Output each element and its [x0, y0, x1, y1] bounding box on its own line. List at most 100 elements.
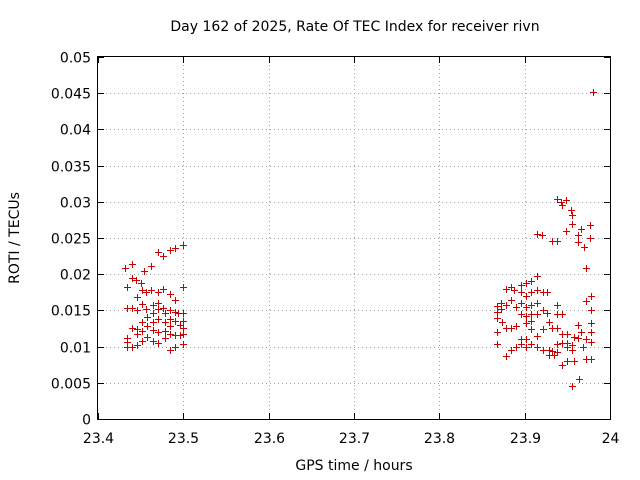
data-point	[544, 289, 551, 296]
data-point	[494, 329, 501, 336]
data-point	[523, 320, 530, 327]
data-point	[144, 314, 151, 321]
data-point	[494, 341, 501, 348]
data-point	[180, 284, 187, 291]
data-point	[180, 318, 187, 325]
data-point	[534, 333, 541, 340]
y-axis-ticks: 0 0.005 0.01 0.015 0.02 0.025 0.03 0.035 0.04 0.0…	[51, 51, 610, 429]
data-point	[139, 338, 146, 345]
data-point	[167, 316, 174, 323]
data-point	[155, 329, 162, 336]
y-tick-label: 0	[82, 413, 91, 429]
data-point	[549, 348, 556, 355]
data-point	[518, 282, 525, 289]
data-point	[494, 309, 501, 316]
data-point	[503, 302, 510, 309]
data-point	[180, 331, 187, 338]
y-tick-label: 0.045	[51, 87, 91, 103]
data-point	[498, 300, 505, 307]
data-point	[528, 302, 535, 309]
data-point	[150, 302, 157, 309]
chart-title: Day 162 of 2025, Rate Of TEC Index for r…	[170, 19, 539, 35]
data-point	[528, 289, 535, 296]
data-point	[155, 316, 162, 323]
data-point	[148, 287, 155, 294]
data-point	[588, 320, 595, 327]
data-point	[494, 315, 501, 322]
data-point	[160, 305, 167, 312]
data-point	[576, 376, 583, 383]
data-point	[155, 249, 162, 256]
data-point	[518, 311, 525, 318]
data-point	[503, 286, 510, 293]
data-point	[122, 265, 129, 272]
data-point	[167, 323, 174, 330]
data-point	[523, 304, 530, 311]
data-point	[569, 221, 576, 228]
data-point	[134, 331, 141, 338]
data-point	[172, 297, 179, 304]
data-point	[177, 322, 184, 329]
x-axis-label: GPS time / hours	[295, 458, 412, 474]
data-point	[580, 344, 587, 351]
y-axis-label: ROTI / TECUs	[7, 192, 23, 284]
data-point	[160, 253, 167, 260]
data-point	[511, 287, 518, 294]
data-point	[518, 289, 525, 296]
x-tick-label: 23.8	[424, 431, 455, 447]
data-point	[568, 207, 575, 214]
data-point	[155, 289, 162, 296]
data-point	[513, 323, 520, 330]
data-point	[528, 326, 535, 333]
data-point	[180, 341, 187, 348]
x-tick-label: 23.4	[83, 431, 114, 447]
data-point	[499, 319, 506, 326]
data-point	[559, 362, 566, 369]
data-point	[180, 242, 187, 249]
data-point	[134, 307, 141, 314]
data-point	[508, 325, 515, 332]
data-point	[150, 319, 157, 326]
data-point	[129, 275, 136, 282]
y-tick-label: 0.005	[51, 377, 91, 393]
y-tick-label: 0.025	[51, 232, 91, 248]
data-point	[583, 336, 590, 343]
data-point	[138, 280, 145, 287]
data-point	[508, 297, 515, 304]
data-point	[554, 196, 561, 203]
data-point	[569, 347, 576, 354]
data-point	[523, 313, 530, 320]
data-point	[588, 307, 595, 314]
data-point	[133, 277, 140, 284]
data-point	[144, 323, 151, 330]
y-tick-label: 0.04	[60, 123, 91, 139]
data-point	[583, 265, 590, 272]
data-point	[513, 304, 520, 311]
data-point	[523, 293, 530, 300]
y-tick-label: 0.05	[60, 51, 91, 67]
x-tick-label: 23.5	[168, 431, 199, 447]
data-point	[534, 287, 541, 294]
data-point	[498, 306, 505, 313]
data-point	[139, 287, 146, 294]
data-point	[523, 336, 530, 343]
data-point	[144, 334, 151, 341]
data-point	[162, 335, 169, 342]
data-point	[172, 245, 179, 252]
data-point	[578, 226, 585, 233]
data-point	[150, 310, 157, 317]
data-point	[155, 300, 162, 307]
data-point	[518, 300, 525, 307]
data-point	[559, 311, 566, 318]
data-point	[571, 334, 578, 341]
data-point	[124, 284, 131, 291]
data-point	[162, 319, 169, 326]
data-point	[581, 244, 588, 251]
x-tick-label: 23.7	[339, 431, 370, 447]
data-point	[167, 307, 174, 314]
data-point	[575, 322, 582, 329]
data-point	[551, 352, 558, 359]
data-point	[180, 310, 187, 317]
data-point	[167, 247, 174, 254]
data-point	[534, 311, 541, 318]
